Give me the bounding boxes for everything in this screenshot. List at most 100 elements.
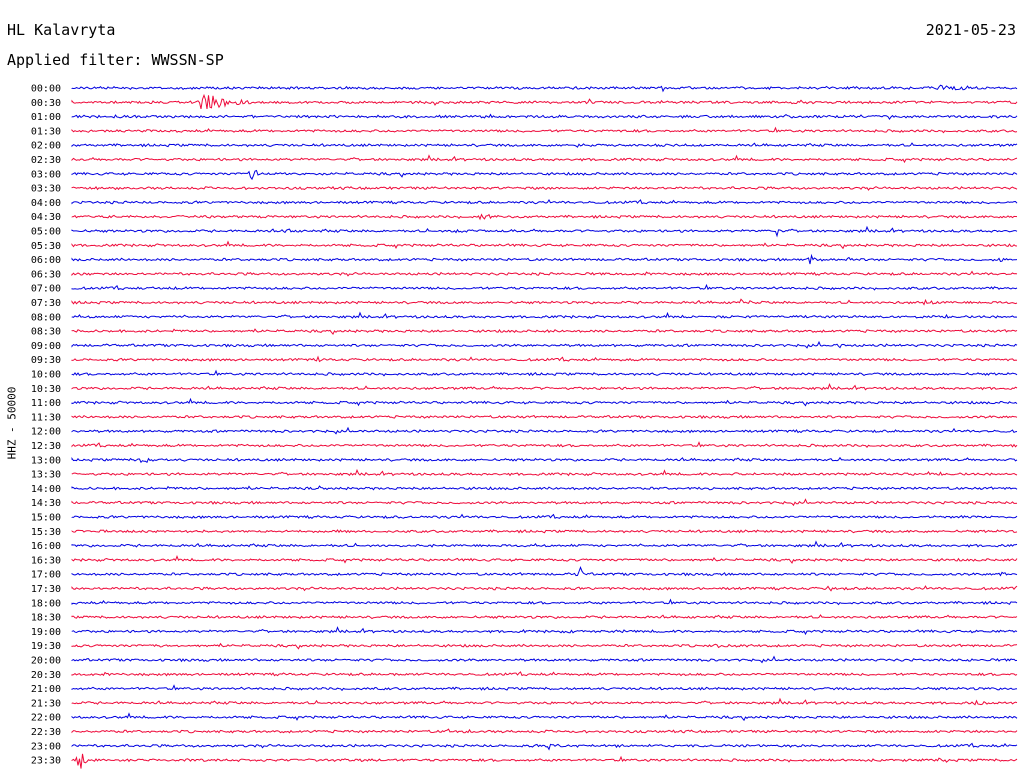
trace-row <box>71 84 1018 93</box>
trace-row <box>71 728 1018 734</box>
row-time-label: 02:30 <box>31 155 61 166</box>
row-time-label: 07:00 <box>31 284 61 295</box>
row-time-label: 21:30 <box>31 698 61 709</box>
row-time-label: 19:30 <box>31 641 61 652</box>
trace-row <box>71 642 1018 650</box>
row-time-label: 20:30 <box>31 670 61 681</box>
row-time-label: 08:00 <box>31 312 61 323</box>
row-time-label: 04:30 <box>31 212 61 223</box>
row-time-label: 01:00 <box>31 112 61 123</box>
row-time-label: 09:00 <box>31 341 61 352</box>
trace-row <box>71 113 1018 120</box>
row-time-label: 16:00 <box>31 541 61 552</box>
station-name: HL Kalavryta <box>7 21 116 39</box>
row-time-label: 18:30 <box>31 613 61 624</box>
trace-row <box>71 671 1018 677</box>
trace-row <box>71 142 1018 148</box>
row-time-label: 00:00 <box>31 84 61 95</box>
row-time-label: 16:30 <box>31 555 61 566</box>
trace-row <box>71 213 1018 221</box>
row-time-label: 18:00 <box>31 598 61 609</box>
trace-row <box>71 468 1018 477</box>
row-time-label: 17:00 <box>31 570 61 581</box>
trace-row <box>71 498 1018 507</box>
row-time-label: 22:30 <box>31 727 61 738</box>
trace-row <box>71 383 1018 391</box>
row-time-label: 05:00 <box>31 227 61 238</box>
trace-row <box>71 753 1018 769</box>
trace-row <box>71 585 1018 592</box>
trace-row <box>71 485 1018 491</box>
trace-row <box>71 614 1018 620</box>
date-label: 2021-05-23 <box>925 21 1016 39</box>
row-time-label: 13:00 <box>31 455 61 466</box>
row-time-label: 19:00 <box>31 627 61 638</box>
trace-row <box>71 456 1018 464</box>
trace-row <box>71 540 1018 548</box>
row-time-label: 05:30 <box>31 241 61 252</box>
trace-row <box>71 697 1018 706</box>
row-time-label: 22:00 <box>31 713 61 724</box>
row-time-label: 23:30 <box>31 756 61 767</box>
row-time-label: 15:30 <box>31 527 61 538</box>
row-time-label: 12:00 <box>31 427 61 438</box>
row-time-label: 01:30 <box>31 126 61 137</box>
trace-row <box>71 598 1018 606</box>
trace-row <box>71 397 1018 407</box>
row-time-label: 10:00 <box>31 370 61 381</box>
row-time-label: 10:30 <box>31 384 61 395</box>
trace-row <box>71 555 1018 564</box>
trace-row <box>71 225 1018 238</box>
row-time-label: 00:30 <box>31 98 61 109</box>
row-time-label: 07:30 <box>31 298 61 309</box>
trace-row <box>71 154 1018 164</box>
row-time-label: 03:30 <box>31 184 61 195</box>
row-time-label: 21:00 <box>31 684 61 695</box>
row-time-label: 03:00 <box>31 169 61 180</box>
row-time-label: 11:00 <box>31 398 61 409</box>
trace-row <box>71 126 1018 134</box>
row-time-label: 04:00 <box>31 198 61 209</box>
row-time-label: 15:00 <box>31 513 61 524</box>
row-time-label: 12:30 <box>31 441 61 452</box>
row-time-label: 14:00 <box>31 484 61 495</box>
trace-row <box>71 270 1018 277</box>
trace-row <box>71 355 1018 363</box>
trace-row <box>71 298 1018 306</box>
trace-row <box>71 93 1018 110</box>
row-time-label: 13:30 <box>31 470 61 481</box>
trace-row <box>71 369 1018 377</box>
trace-row <box>71 414 1018 420</box>
trace-row <box>71 240 1018 250</box>
row-time-label: 11:30 <box>31 412 61 423</box>
trace-row <box>71 253 1018 265</box>
trace-row <box>71 684 1018 692</box>
row-time-label: 08:30 <box>31 327 61 338</box>
trace-row <box>71 283 1018 291</box>
row-time-label: 20:00 <box>31 656 61 667</box>
row-time-label: 06:30 <box>31 269 61 280</box>
trace-row <box>71 169 1018 181</box>
trace-row <box>71 529 1018 534</box>
trace-row <box>71 712 1018 722</box>
trace-row <box>71 199 1018 205</box>
trace-row <box>71 311 1018 319</box>
row-time-label: 17:30 <box>31 584 61 595</box>
row-time-label: 02:00 <box>31 141 61 152</box>
row-time-label: 06:00 <box>31 255 61 266</box>
trace-row <box>71 426 1018 435</box>
trace-row <box>71 513 1018 520</box>
row-time-label: 14:30 <box>31 498 61 509</box>
filter-label: Applied filter: WWSSN-SP <box>7 51 224 69</box>
trace-row <box>71 565 1018 577</box>
row-time-label: 23:00 <box>31 741 61 752</box>
trace-row <box>71 340 1018 349</box>
trace-row <box>71 655 1018 664</box>
trace-row <box>71 185 1018 191</box>
trace-row <box>71 742 1018 751</box>
row-time-label: 09:30 <box>31 355 61 366</box>
trace-row <box>71 441 1018 448</box>
trace-row <box>71 626 1018 636</box>
trace-row <box>71 328 1018 336</box>
